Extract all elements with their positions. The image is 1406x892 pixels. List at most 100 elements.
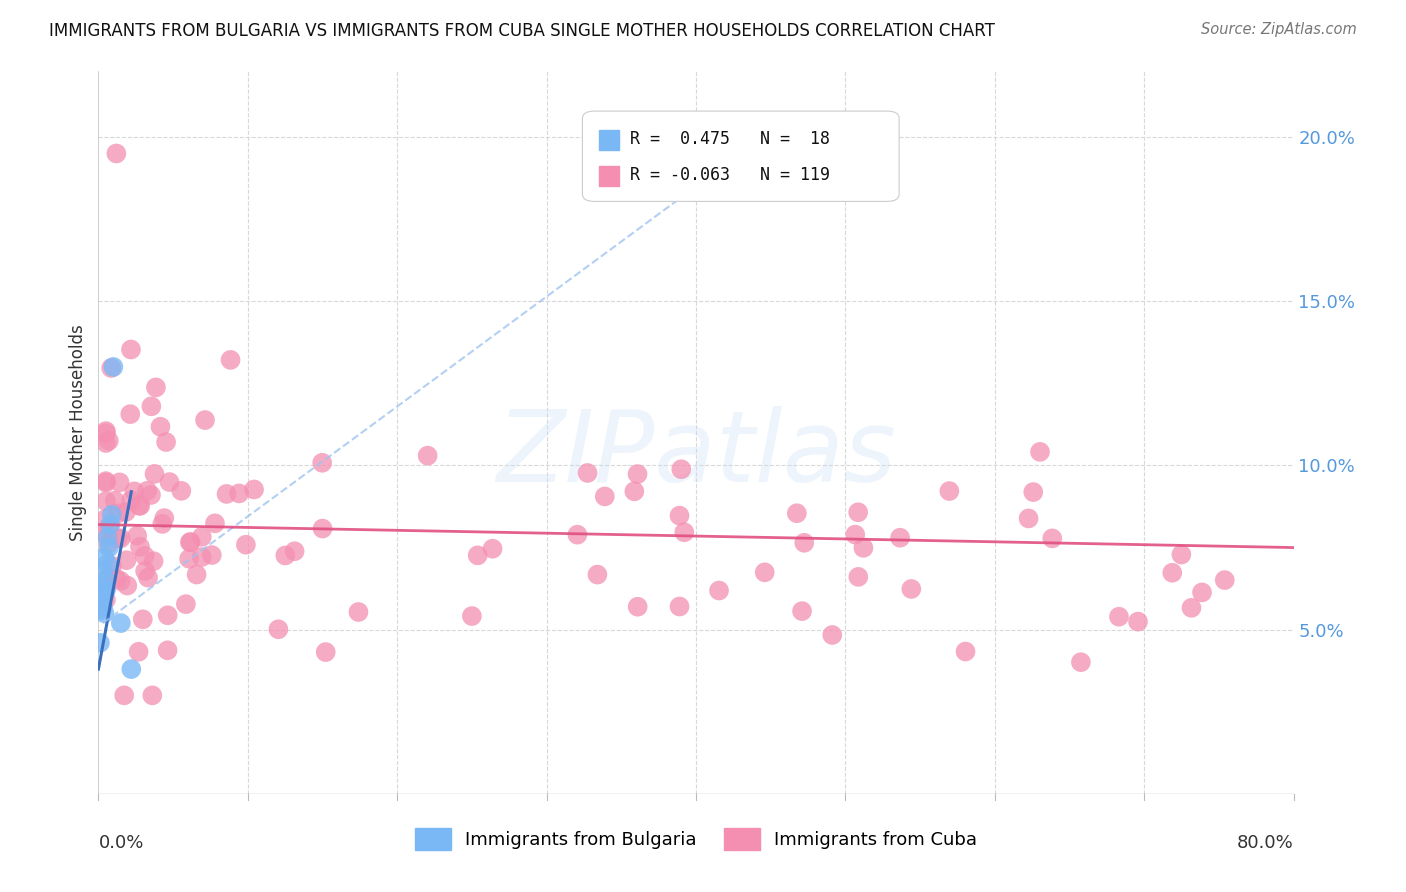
Text: Source: ZipAtlas.com: Source: ZipAtlas.com — [1201, 22, 1357, 37]
Point — [100, 361, 122, 376]
Point — [105, 146, 128, 161]
Point — [284, 544, 307, 558]
Text: ZIPatlas: ZIPatlas — [496, 406, 896, 503]
Point — [174, 597, 197, 611]
Point — [91, 599, 114, 614]
Point — [889, 531, 911, 545]
Point — [844, 527, 866, 541]
Point — [790, 604, 813, 618]
Point — [201, 548, 224, 562]
Point — [191, 530, 214, 544]
Point — [627, 599, 650, 614]
Point — [416, 449, 439, 463]
Point — [179, 535, 201, 549]
Point — [96, 557, 118, 571]
Point — [1180, 600, 1202, 615]
Point — [228, 486, 250, 500]
Point — [143, 467, 166, 481]
Point — [94, 474, 117, 488]
Point — [153, 511, 176, 525]
Point — [1126, 615, 1149, 629]
Point — [103, 359, 125, 374]
Point — [347, 605, 370, 619]
Point — [91, 580, 114, 594]
Point — [120, 662, 142, 676]
Point — [94, 424, 117, 438]
Point — [128, 499, 150, 513]
Point — [141, 689, 163, 703]
Point — [94, 425, 117, 440]
Point — [576, 466, 599, 480]
Point — [149, 419, 172, 434]
Text: R =  0.475   N =  18: R = 0.475 N = 18 — [630, 129, 830, 147]
Point — [107, 531, 129, 545]
Point — [623, 484, 645, 499]
Point — [105, 571, 128, 585]
Point — [90, 590, 112, 604]
Point — [593, 490, 616, 504]
Legend: Immigrants from Bulgaria, Immigrants from Cuba: Immigrants from Bulgaria, Immigrants fro… — [415, 828, 977, 850]
Point — [793, 535, 815, 549]
Point — [89, 636, 111, 650]
FancyBboxPatch shape — [582, 112, 900, 202]
Point — [900, 582, 922, 596]
Point — [186, 567, 208, 582]
Point — [108, 475, 131, 490]
Point — [1029, 445, 1052, 459]
Point — [120, 407, 142, 421]
Point — [94, 574, 117, 588]
Point — [156, 643, 179, 657]
Point — [180, 535, 202, 549]
Point — [115, 505, 138, 519]
Point — [120, 493, 142, 508]
Point — [481, 541, 503, 556]
Point — [626, 467, 648, 481]
Point — [94, 581, 117, 595]
Point — [107, 506, 129, 520]
Point — [134, 564, 156, 578]
Point — [150, 516, 173, 531]
Point — [98, 517, 122, 532]
Point — [204, 516, 226, 531]
Point — [120, 343, 142, 357]
Point — [170, 483, 193, 498]
Point — [668, 599, 690, 614]
Point — [1191, 585, 1213, 599]
Point — [101, 558, 124, 573]
Point — [129, 499, 152, 513]
Point — [104, 493, 127, 508]
Point — [94, 475, 117, 490]
Point — [115, 553, 138, 567]
Point — [132, 612, 155, 626]
Point — [586, 567, 609, 582]
Text: 0.0%: 0.0% — [98, 834, 143, 852]
Point — [129, 540, 152, 554]
Point — [94, 512, 117, 526]
Text: 80.0%: 80.0% — [1237, 834, 1294, 852]
Point — [235, 538, 257, 552]
Point — [1170, 548, 1192, 562]
Y-axis label: Single Mother Households: Single Mother Households — [69, 325, 87, 541]
Point — [96, 531, 118, 545]
Point — [274, 549, 297, 563]
Point — [97, 434, 120, 448]
Point — [128, 645, 150, 659]
Point — [136, 571, 159, 585]
Point — [156, 608, 179, 623]
Point — [94, 592, 117, 607]
Point — [467, 549, 489, 563]
Point — [110, 616, 132, 631]
Point — [955, 644, 977, 658]
Point — [159, 475, 181, 489]
Point — [136, 483, 159, 498]
Point — [134, 549, 156, 563]
Point — [142, 554, 165, 568]
Point — [1040, 532, 1063, 546]
Point — [190, 549, 212, 564]
Point — [94, 583, 117, 598]
Point — [846, 570, 869, 584]
Point — [91, 564, 114, 578]
Point — [145, 380, 167, 394]
Point — [110, 532, 132, 546]
Point — [852, 541, 875, 555]
